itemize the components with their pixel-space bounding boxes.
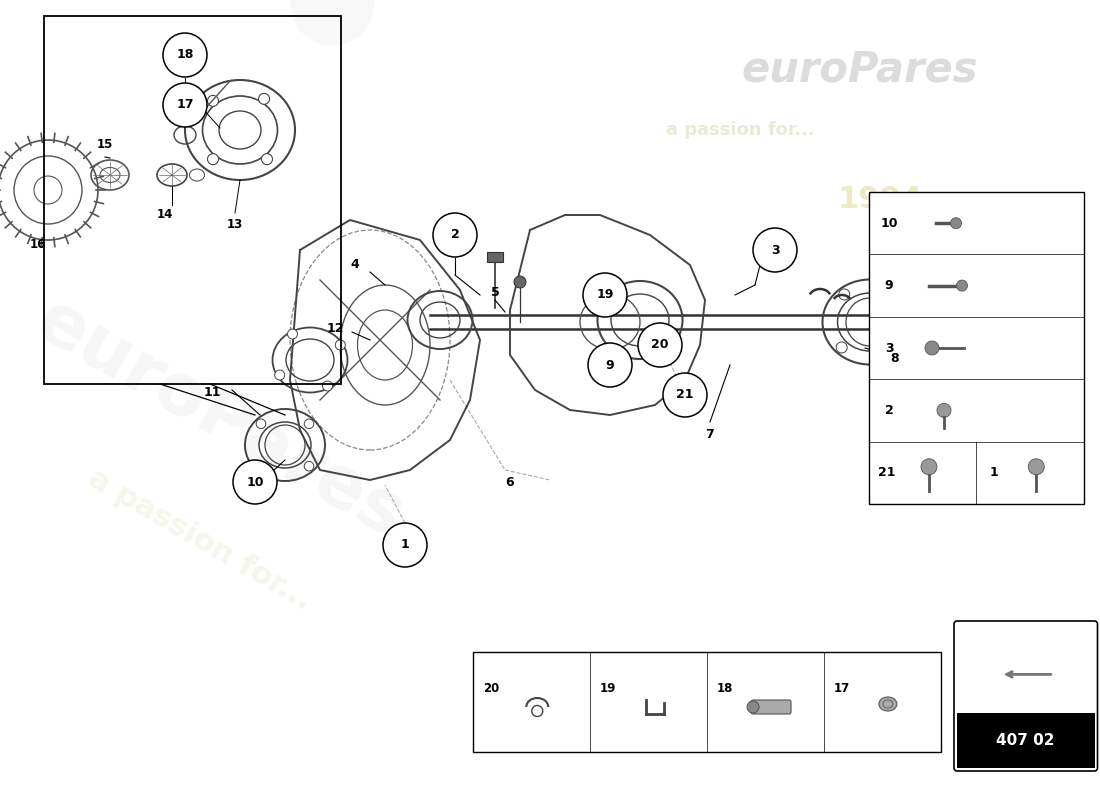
Text: 13: 13 <box>227 218 243 231</box>
Text: 7: 7 <box>705 429 714 442</box>
Text: 6: 6 <box>506 475 515 489</box>
Circle shape <box>836 342 847 353</box>
Circle shape <box>256 419 266 429</box>
Text: 8: 8 <box>891 351 900 365</box>
Text: 18: 18 <box>176 49 194 62</box>
Circle shape <box>588 343 632 387</box>
Circle shape <box>233 460 277 504</box>
Circle shape <box>163 83 207 127</box>
Text: 20: 20 <box>483 682 499 695</box>
FancyBboxPatch shape <box>954 621 1098 771</box>
Circle shape <box>747 701 759 713</box>
Text: a passion for...: a passion for... <box>84 464 317 616</box>
Text: 3: 3 <box>771 243 779 257</box>
Bar <box>473 652 940 752</box>
Text: 14: 14 <box>157 209 173 222</box>
Text: 1: 1 <box>400 538 409 551</box>
Text: 21: 21 <box>676 389 694 402</box>
Text: 3: 3 <box>884 342 893 354</box>
FancyBboxPatch shape <box>751 700 791 714</box>
Text: 407 02: 407 02 <box>997 733 1055 748</box>
Circle shape <box>208 95 219 106</box>
Text: 1: 1 <box>990 466 999 479</box>
Text: 10: 10 <box>246 475 264 489</box>
Text: 9: 9 <box>884 279 893 292</box>
Circle shape <box>663 373 707 417</box>
Text: 2: 2 <box>884 404 893 417</box>
Text: 2: 2 <box>451 229 460 242</box>
Text: 9: 9 <box>606 358 614 371</box>
Text: 11: 11 <box>204 386 221 398</box>
Text: 1994: 1994 <box>837 186 923 214</box>
Text: 21: 21 <box>878 466 895 479</box>
Text: euroPares: euroPares <box>24 287 416 553</box>
Bar <box>487 252 503 262</box>
Text: 16: 16 <box>30 238 46 251</box>
Text: 18: 18 <box>716 682 733 695</box>
Text: 19: 19 <box>596 289 614 302</box>
Text: a passion for...: a passion for... <box>666 121 814 139</box>
Text: 5: 5 <box>491 286 499 298</box>
Circle shape <box>433 213 477 257</box>
Text: 17: 17 <box>176 98 194 111</box>
Circle shape <box>1028 458 1044 474</box>
Circle shape <box>893 342 904 353</box>
Circle shape <box>336 340 345 350</box>
Circle shape <box>893 291 904 302</box>
Bar <box>44 16 341 384</box>
Circle shape <box>383 523 427 567</box>
Circle shape <box>921 458 937 474</box>
Circle shape <box>839 289 850 300</box>
Text: 19: 19 <box>600 682 616 695</box>
Text: 20: 20 <box>651 338 669 351</box>
Circle shape <box>163 33 207 77</box>
Circle shape <box>305 419 314 429</box>
Ellipse shape <box>879 697 896 711</box>
Circle shape <box>287 329 297 339</box>
Bar <box>869 192 1084 504</box>
Circle shape <box>950 218 961 229</box>
Bar <box>957 714 1094 768</box>
Circle shape <box>275 370 285 380</box>
Circle shape <box>322 381 332 391</box>
Circle shape <box>957 280 968 291</box>
Text: euroPares: euroPares <box>741 49 978 91</box>
Circle shape <box>754 228 798 272</box>
Text: 15: 15 <box>97 138 113 151</box>
Circle shape <box>925 341 939 355</box>
Circle shape <box>208 154 219 165</box>
Circle shape <box>258 94 270 104</box>
Circle shape <box>262 154 273 165</box>
Text: 17: 17 <box>834 682 849 695</box>
Circle shape <box>305 462 314 471</box>
Circle shape <box>937 403 952 418</box>
Text: 4: 4 <box>351 258 360 271</box>
Circle shape <box>583 273 627 317</box>
Circle shape <box>514 276 526 288</box>
Text: 12: 12 <box>327 322 343 334</box>
Text: 10: 10 <box>880 217 898 230</box>
Circle shape <box>256 462 266 471</box>
Circle shape <box>638 323 682 367</box>
